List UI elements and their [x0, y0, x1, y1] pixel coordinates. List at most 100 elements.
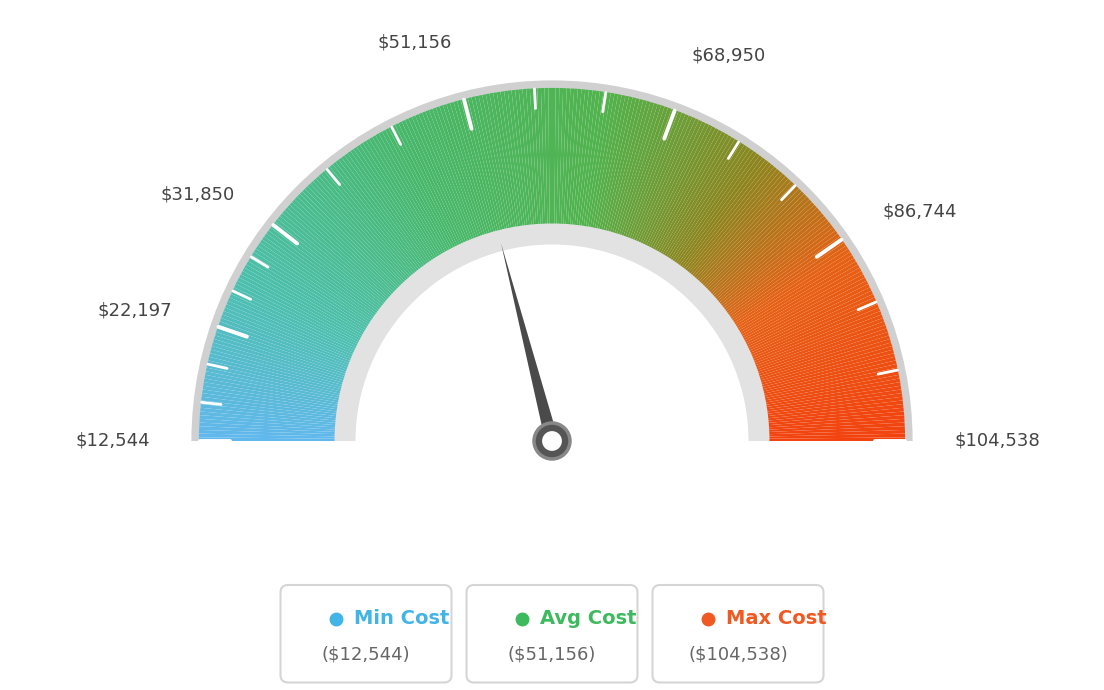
Wedge shape	[460, 98, 498, 233]
Wedge shape	[646, 122, 710, 248]
Wedge shape	[703, 188, 803, 288]
Wedge shape	[767, 404, 904, 421]
Wedge shape	[191, 81, 913, 441]
Wedge shape	[379, 131, 448, 253]
Wedge shape	[391, 124, 456, 248]
Wedge shape	[599, 95, 633, 230]
Wedge shape	[677, 152, 760, 266]
Wedge shape	[201, 389, 338, 412]
Wedge shape	[198, 433, 336, 439]
Wedge shape	[766, 397, 904, 416]
Wedge shape	[691, 170, 784, 277]
Wedge shape	[549, 87, 552, 225]
Wedge shape	[266, 230, 379, 314]
Wedge shape	[767, 426, 905, 434]
Wedge shape	[240, 270, 363, 339]
Wedge shape	[493, 91, 518, 228]
Wedge shape	[200, 404, 337, 421]
Wedge shape	[767, 419, 905, 430]
Wedge shape	[338, 157, 423, 269]
Wedge shape	[282, 210, 389, 302]
Wedge shape	[468, 97, 502, 231]
Text: $86,744: $86,744	[882, 202, 956, 221]
Wedge shape	[734, 251, 853, 327]
Wedge shape	[563, 88, 574, 226]
Wedge shape	[711, 201, 815, 297]
Wedge shape	[471, 95, 505, 230]
Wedge shape	[751, 300, 879, 357]
Wedge shape	[732, 245, 849, 324]
Wedge shape	[591, 92, 618, 229]
Wedge shape	[754, 314, 884, 366]
Wedge shape	[615, 102, 658, 235]
Wedge shape	[611, 100, 650, 234]
Wedge shape	[752, 307, 881, 362]
Wedge shape	[767, 408, 905, 423]
Wedge shape	[604, 97, 640, 232]
Wedge shape	[216, 324, 348, 372]
Wedge shape	[297, 193, 397, 291]
Wedge shape	[762, 353, 895, 389]
Wedge shape	[294, 196, 396, 293]
Wedge shape	[588, 92, 615, 228]
Wedge shape	[217, 321, 349, 370]
Wedge shape	[640, 117, 699, 245]
Wedge shape	[205, 367, 341, 398]
Wedge shape	[688, 166, 777, 275]
Wedge shape	[724, 227, 836, 312]
Wedge shape	[264, 233, 378, 316]
Wedge shape	[629, 110, 682, 240]
Wedge shape	[767, 422, 905, 432]
Wedge shape	[530, 88, 541, 226]
Wedge shape	[766, 393, 903, 414]
Wedge shape	[728, 236, 842, 317]
Wedge shape	[753, 310, 882, 364]
Wedge shape	[710, 199, 813, 295]
Wedge shape	[223, 307, 352, 362]
Wedge shape	[741, 270, 864, 339]
Text: Avg Cost: Avg Cost	[540, 609, 637, 629]
Wedge shape	[405, 117, 464, 245]
Wedge shape	[652, 127, 720, 250]
Wedge shape	[199, 426, 337, 434]
Wedge shape	[227, 297, 354, 355]
Wedge shape	[527, 88, 539, 226]
Wedge shape	[253, 248, 371, 325]
Wedge shape	[372, 135, 444, 255]
Wedge shape	[362, 140, 438, 259]
Wedge shape	[762, 357, 896, 392]
Wedge shape	[767, 411, 905, 425]
Wedge shape	[602, 97, 636, 231]
Wedge shape	[670, 144, 747, 261]
Wedge shape	[650, 126, 716, 250]
Wedge shape	[418, 112, 473, 241]
Wedge shape	[608, 99, 647, 233]
Wedge shape	[244, 264, 365, 335]
Wedge shape	[199, 422, 337, 432]
Wedge shape	[323, 168, 414, 276]
Wedge shape	[415, 113, 470, 242]
Wedge shape	[656, 131, 725, 253]
Wedge shape	[201, 393, 338, 414]
Wedge shape	[747, 290, 874, 351]
Wedge shape	[209, 353, 342, 389]
Wedge shape	[475, 95, 507, 230]
Wedge shape	[320, 170, 413, 277]
Wedge shape	[251, 251, 370, 327]
Wedge shape	[660, 135, 732, 255]
Wedge shape	[763, 367, 899, 398]
Wedge shape	[725, 230, 838, 314]
Wedge shape	[731, 242, 847, 322]
Wedge shape	[758, 335, 891, 379]
Wedge shape	[756, 328, 889, 374]
Wedge shape	[224, 304, 353, 359]
Wedge shape	[757, 332, 890, 377]
Wedge shape	[268, 227, 380, 312]
Wedge shape	[617, 104, 661, 235]
Wedge shape	[744, 280, 869, 345]
Wedge shape	[694, 175, 789, 280]
Wedge shape	[676, 150, 757, 265]
Wedge shape	[766, 400, 904, 418]
Wedge shape	[397, 121, 460, 246]
Wedge shape	[595, 94, 626, 230]
